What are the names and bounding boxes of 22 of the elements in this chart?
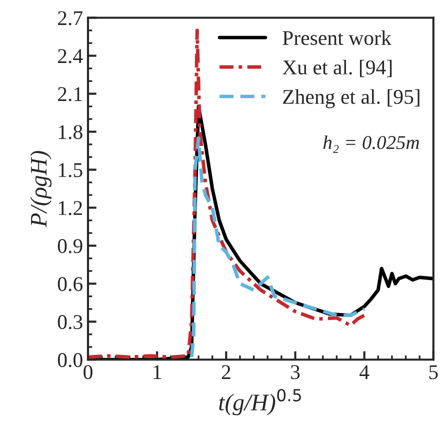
y-tick-label: 1.5: [58, 163, 82, 178]
y-tick-label: 1.2: [58, 201, 82, 216]
x-tick-label: 5: [429, 365, 438, 380]
y-tick-label: 0.6: [58, 277, 83, 292]
y-tick-label: 2.4: [58, 49, 83, 64]
x-tick-label: 2: [222, 365, 230, 379]
legend-label: Present work: [282, 30, 392, 46]
x-tick-label: 4: [360, 365, 370, 379]
annotation: h₂ = 0.025m: [323, 135, 419, 153]
y-tick-label: 0.3: [58, 315, 82, 330]
x-axis-title: t(g/H)$^{0.5}$: [219, 388, 301, 416]
y-tick-label: 1.8: [58, 125, 82, 140]
y-tick-label: 2.7: [58, 11, 83, 26]
legend-label: Xu et al. [94]: [282, 60, 392, 78]
x-tick-label: 3: [291, 365, 300, 380]
x-tick-label: 0: [84, 365, 92, 380]
y-tick-label: 0.9: [58, 239, 82, 254]
y-axis-title: P/(ρgH): [30, 150, 52, 228]
legend-label: Zheng et al. [95]: [283, 89, 420, 108]
x-tick-label: 1: [154, 365, 162, 379]
y-tick-label: 2.1: [58, 87, 82, 102]
y-tick-label: 0.0: [58, 353, 82, 368]
